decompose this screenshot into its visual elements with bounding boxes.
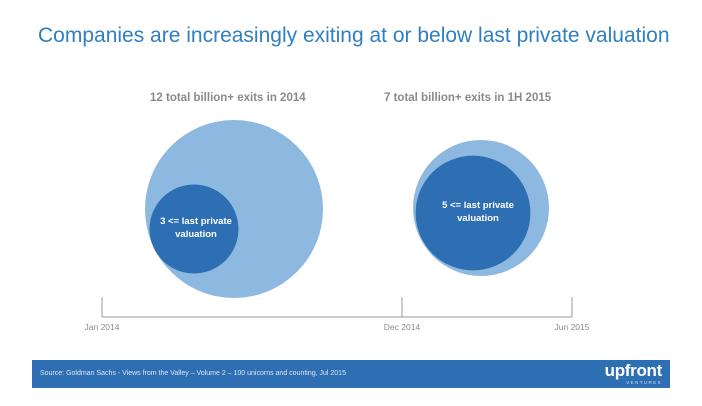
bubble-label-1h-2015: 5 <= last private valuation bbox=[442, 200, 514, 224]
slide-title: Companies are increasingly exiting at or… bbox=[38, 24, 670, 47]
bubble-label-2014: 3 <= last private valuation bbox=[160, 216, 232, 240]
logo-subtext: VENTURES bbox=[626, 380, 662, 385]
bubble-below-1h-2015 bbox=[415, 155, 531, 271]
group-heading-2014: 12 total billion+ exits in 2014 bbox=[150, 92, 306, 104]
source-note: Source: Goldman Sachs - Views from the V… bbox=[40, 370, 346, 377]
bubbles-layer: 3 <= last private valuation 5 <= last priv… bbox=[145, 120, 549, 298]
upfront-logo: upfront VENTURES bbox=[604, 361, 663, 386]
footer-bar: Source: Goldman Sachs - Views from the V… bbox=[32, 360, 670, 388]
logo-wordmark: upfront bbox=[604, 361, 663, 380]
bubble-below-2014 bbox=[149, 184, 239, 274]
tick-label-jan-2014: Jan 2014 bbox=[85, 322, 120, 332]
tick-label-jun-2015: Jun 2015 bbox=[555, 322, 590, 332]
tick-label-dec-2014: Dec 2014 bbox=[384, 322, 421, 332]
group-heading-1h-2015: 7 total billion+ exits in 1H 2015 bbox=[384, 92, 552, 104]
timeline-axis: Jan 2014 Dec 2014 Jun 2015 bbox=[85, 297, 590, 332]
